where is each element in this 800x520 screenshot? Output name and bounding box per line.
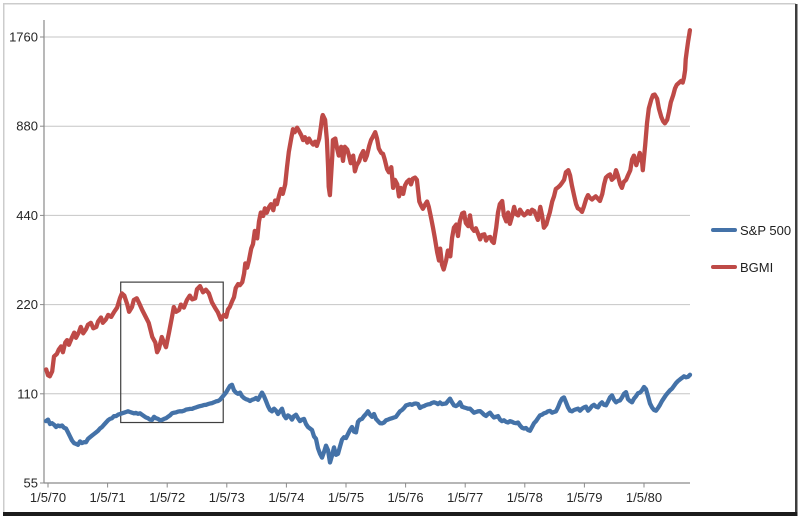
x-axis-tick-label: 1/5/79 — [566, 490, 602, 505]
x-axis-tick-label: 1/5/76 — [388, 490, 424, 505]
sp500-line — [43, 372, 693, 465]
y-axis-tick-label: 220 — [16, 297, 38, 312]
annotation-box — [120, 281, 224, 424]
x-axis-tick-label: 1/5/71 — [90, 490, 126, 505]
x-axis-tick-label: 1/5/74 — [268, 490, 304, 505]
x-axis-tick-label: 1/5/73 — [209, 490, 245, 505]
y-axis-tick-label: 55 — [24, 476, 38, 491]
y-axis-tick-label: 880 — [16, 119, 38, 134]
frame-border-left — [3, 3, 5, 513]
frame-border-bottom — [3, 512, 798, 516]
legend-label-bgmi: BGMI — [740, 259, 774, 275]
frame-border-right — [795, 4, 798, 516]
x-axis-tick-label: 1/5/77 — [447, 490, 483, 505]
x-axis-tick-label: 1/5/78 — [507, 490, 543, 505]
bgmi-line-swatch — [711, 264, 737, 270]
legend-item-bgmi: BGMI — [711, 259, 773, 275]
x-axis-tick-label: 1/5/80 — [626, 490, 662, 505]
frame-border-top — [3, 3, 796, 5]
y-axis-tick-label: 440 — [16, 208, 38, 223]
x-axis-tick-label: 1/5/70 — [30, 490, 66, 505]
legend-item-sp500: S&P 500 — [711, 222, 791, 238]
y-axis-tick-label: 1760 — [9, 30, 38, 45]
x-axis-tick-label: 1/5/75 — [328, 490, 364, 505]
legend-label-sp500: S&P 500 — [740, 222, 792, 238]
y-axis-tick-label: 110 — [17, 386, 38, 401]
x-axis-tick-label: 1/5/72 — [149, 490, 185, 505]
sp500-line-swatch — [711, 227, 737, 233]
bgmi-line — [44, 28, 693, 379]
